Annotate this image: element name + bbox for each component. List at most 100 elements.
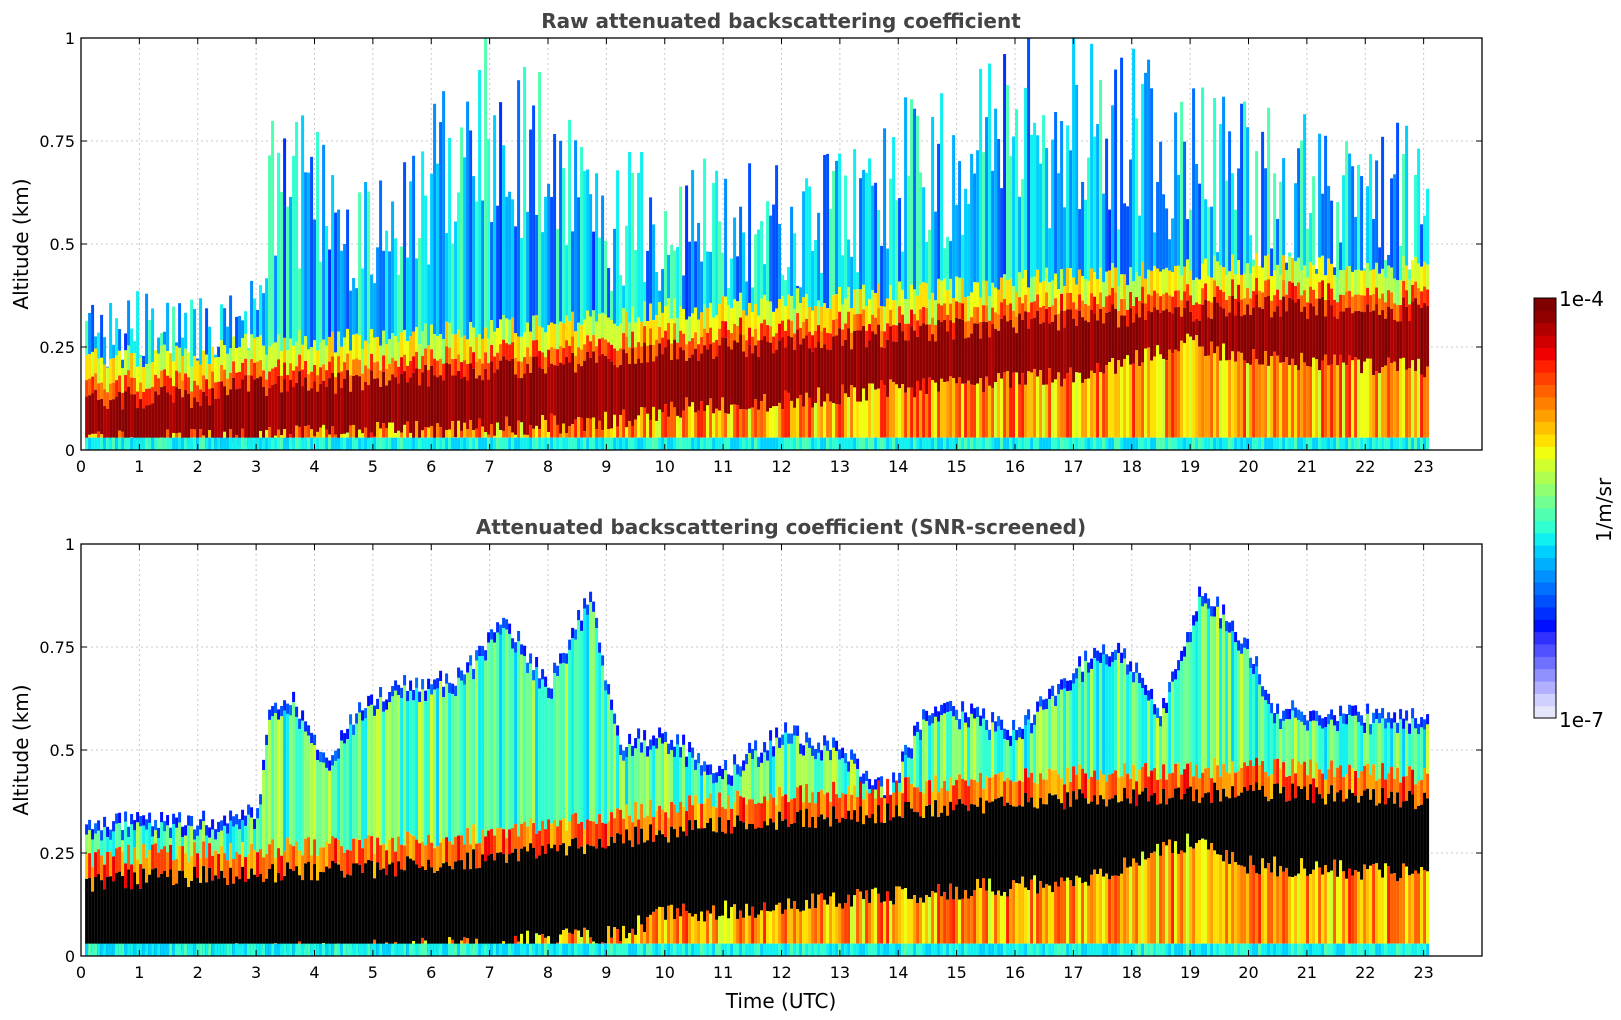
heatmap-cell <box>661 907 665 944</box>
heatmap-cell <box>601 822 605 848</box>
heatmap-cell <box>817 752 821 793</box>
heatmap-cell <box>784 732 788 795</box>
heatmap-cell <box>1333 275 1337 300</box>
heatmap-cell <box>1204 603 1208 769</box>
heatmap-cell <box>1003 298 1007 316</box>
heatmap-cell <box>412 331 416 357</box>
heatmap-cell <box>1003 315 1007 373</box>
heatmap-cell <box>88 395 92 435</box>
heatmap-cell <box>1039 307 1043 324</box>
heatmap-cell <box>679 347 683 418</box>
heatmap-cell <box>226 860 230 886</box>
heatmap-cell <box>514 652 518 825</box>
heatmap-cell <box>1351 313 1355 361</box>
heatmap-cell <box>628 733 632 745</box>
heatmap-cell <box>1402 357 1406 438</box>
heatmap-cell <box>667 416 671 438</box>
heatmap-cell <box>151 826 155 837</box>
heatmap-cell <box>166 852 170 878</box>
heatmap-cell <box>88 437 92 450</box>
heatmap-cell <box>700 353 704 402</box>
heatmap-cell <box>916 943 920 956</box>
heatmap-cell <box>625 311 629 337</box>
heatmap-cell <box>208 437 212 450</box>
heatmap-cell <box>508 623 512 634</box>
heatmap-cell <box>757 315 761 341</box>
heatmap-cell <box>745 437 749 450</box>
heatmap-cell <box>583 943 587 956</box>
heatmap-cell <box>1420 307 1424 375</box>
heatmap-cell <box>1051 795 1055 893</box>
heatmap-cell <box>97 849 101 875</box>
heatmap-cell <box>574 929 578 944</box>
heatmap-cell <box>1141 851 1145 944</box>
heatmap-cell <box>730 943 734 956</box>
heatmap-cell <box>340 387 344 435</box>
heatmap-cell <box>1228 131 1232 272</box>
heatmap-cell <box>442 697 446 839</box>
heatmap-cell <box>991 324 995 389</box>
heatmap-cell <box>280 943 284 956</box>
heatmap-cell <box>220 381 224 448</box>
heatmap-cell <box>796 909 800 944</box>
heatmap-cell <box>964 383 968 438</box>
heatmap-cell <box>1288 281 1292 298</box>
heatmap-cell <box>1231 620 1235 631</box>
heatmap-cell <box>853 330 857 388</box>
heatmap-cell <box>769 342 773 409</box>
heatmap-cell <box>253 874 257 950</box>
heatmap-cell <box>1018 313 1022 385</box>
heatmap-cell <box>652 911 656 944</box>
heatmap-cell <box>721 397 725 438</box>
heatmap-cell <box>1231 254 1235 280</box>
heatmap-cell <box>1234 631 1238 643</box>
heatmap-cell <box>355 374 359 441</box>
heatmap-cell <box>673 323 677 340</box>
heatmap-cell <box>1255 656 1259 667</box>
heatmap-cell <box>1153 307 1157 357</box>
heatmap-cell <box>967 337 971 381</box>
heatmap-cell <box>763 294 767 320</box>
heatmap-cell <box>874 389 878 438</box>
heatmap-cell <box>610 437 614 450</box>
heatmap-cell <box>1174 788 1178 842</box>
heatmap-cell <box>523 434 527 438</box>
heatmap-cell <box>406 831 410 857</box>
heatmap-cell <box>1141 437 1145 450</box>
heatmap-cell <box>142 868 146 956</box>
heatmap-cell <box>481 645 485 657</box>
heatmap-cell <box>1123 648 1127 659</box>
heatmap-cell <box>454 696 458 837</box>
heatmap-cell <box>1141 261 1145 287</box>
heatmap-cell <box>478 656 482 844</box>
heatmap-cell <box>1099 308 1103 373</box>
heatmap-cell <box>1366 287 1370 305</box>
heatmap-cell <box>751 353 755 408</box>
heatmap-cell <box>961 383 965 438</box>
heatmap-cell <box>742 943 746 956</box>
heatmap-cell <box>307 425 311 438</box>
heatmap-cell <box>706 332 710 350</box>
heatmap-cell <box>1333 437 1337 450</box>
heatmap-cell <box>499 852 503 944</box>
heatmap-cell <box>472 368 476 431</box>
heatmap-cell <box>358 429 362 438</box>
heatmap-cell <box>694 437 698 450</box>
heatmap-cell <box>718 943 722 956</box>
heatmap-cell <box>1024 725 1028 769</box>
heatmap-cell <box>517 861 521 942</box>
heatmap-cell <box>1129 671 1133 779</box>
heatmap-cell <box>394 432 398 438</box>
heatmap-cell <box>145 943 149 956</box>
heatmap-cell <box>949 883 953 944</box>
heatmap-cell <box>1162 310 1166 359</box>
heatmap-cell <box>406 856 410 956</box>
heatmap-cell <box>745 315 749 341</box>
heatmap-cell <box>889 820 893 901</box>
heatmap-cell <box>244 334 248 359</box>
heatmap-cell <box>1420 266 1424 292</box>
heatmap-cell <box>139 816 143 827</box>
heatmap-cell <box>484 943 488 956</box>
heatmap-cell <box>511 943 515 956</box>
heatmap-cell <box>298 437 302 450</box>
